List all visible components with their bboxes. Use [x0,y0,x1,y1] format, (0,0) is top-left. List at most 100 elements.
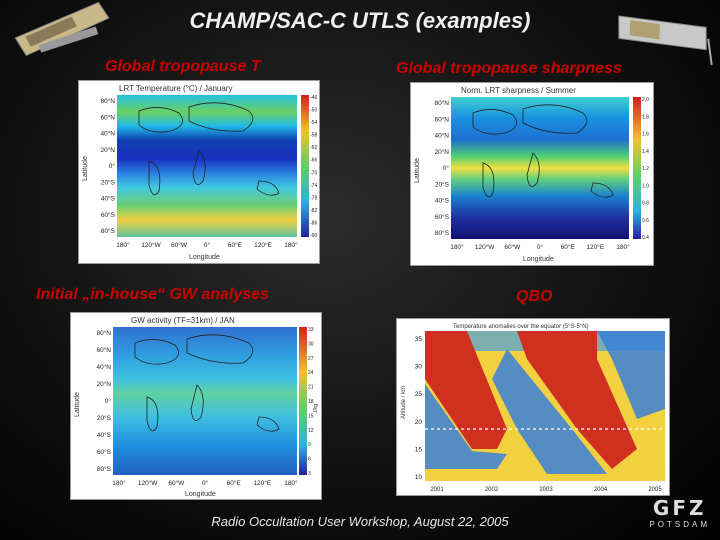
colorbar-tick-label: 9 [308,442,311,448]
y-tick-label: 60°S [97,448,112,456]
panel-label-gw-analyses: Initial „in-house“ GW analyses [36,286,269,303]
colorbar-tick-label: 3 [308,471,311,477]
x-axis-label: Longitude [523,256,554,263]
x-tick-label: 2002 [485,487,499,493]
colorbar [301,95,309,237]
colorbar-tick-label: 1.6 [642,132,649,138]
y-tick-label: 0° [443,164,450,172]
colorbar-tick-label: -54 [310,120,317,126]
y-tick-label: 40°N [434,132,449,140]
y-tick-label: 30 [415,364,423,371]
x-tick-label: 120°E [254,241,272,249]
coastline [472,104,614,198]
panel-label-tropopause-sharpness: Global tropopause sharpness [396,60,622,77]
satellite-right-icon [618,15,713,66]
y-tick-label: 10 [415,474,423,481]
x-tick-label: 0° [202,479,209,487]
x-tick-label: 0° [537,243,544,251]
x-tick-label: 60°W [168,479,185,487]
y-tick-label: 20°S [97,414,112,422]
colorbar-tick-label: 33 [308,327,314,333]
colorbar-tick-label: -62 [310,145,317,151]
colorbar-tick-label: 2.0 [642,97,649,103]
warm-anomaly [425,331,507,449]
cold-anomaly [492,349,607,474]
panel-label-qbo: QBO [516,288,553,305]
panel-label-tropopause-t: Global tropopause T [105,58,261,75]
y-tick-label: 40°S [101,195,116,203]
colorbar-tick-label: 30 [308,341,314,347]
plot-title: LRT Temperature (°C) / January [119,84,232,93]
colorbar-tick-label: -90 [310,233,317,239]
y-tick-label: 80°S [435,229,450,237]
x-axis-label: Longitude [189,254,220,261]
x-tick-label: 180° [112,479,126,487]
x-tick-label: 120°E [253,479,271,487]
x-tick-label: 60°W [504,243,521,251]
satellite-left-icon [14,2,110,57]
y-tick-label: 20°S [435,180,450,188]
y-tick-label: 20°N [96,380,111,388]
x-tick-label: 2005 [648,487,662,493]
y-tick-label: 80°N [96,329,111,337]
colorbar-tick-label: 27 [308,356,314,362]
colorbar-tick-label: -50 [310,108,317,114]
y-axis-label: Altitude / km [401,386,407,419]
cold-anomaly [425,384,507,469]
panel-gw-activity: GW activity (TF=31km) / JAN 80°N 60°N 40°N… [70,312,322,500]
colorbar-tick-label: 0.8 [642,201,649,207]
warm-anomaly [517,331,637,469]
y-tick-label: 60°S [101,211,116,219]
colorbar-tick-label: -46 [310,95,317,101]
colorbar-label: J/kg [313,404,319,413]
y-tick-label: 60°N [434,115,449,123]
x-tick-label: 120°W [475,243,495,251]
colorbar-tick-label: -58 [310,133,317,139]
colorbar-tick-label: 15 [308,413,314,419]
x-tick-label: 180° [616,243,630,251]
x-tick-label: 2001 [430,487,444,493]
colorbar-tick-label: -82 [310,208,317,214]
y-axis-label: Latitude [74,392,81,417]
x-tick-label: 2004 [594,487,608,493]
map-tropopause-temperature: LRT Temperature (°C) / January 80°N 60°N 4… [82,84,317,261]
y-tick-label: 80°N [100,97,115,105]
colorbar-tick-label: -70 [310,170,317,176]
page-title: CHAMP/SAC-C UTLS (examples) [189,8,531,33]
footer-text: Radio Occultation User Workshop, August … [211,514,509,529]
y-tick-label: 40°S [435,197,450,205]
y-tick-label: 80°N [434,99,449,107]
coastline [134,334,280,432]
plot-title: Norm. LRT sharpness / Summer [461,86,576,95]
y-tick-label: 40°S [97,431,112,439]
map-gw-activity: GW activity (TF=31km) / JAN 80°N 60°N 40°N… [74,316,319,498]
map-field [451,97,629,239]
x-tick-label: 120°W [138,479,158,487]
colorbar-tick-label: 6 [308,457,311,463]
colorbar-tick-label: 1.8 [642,114,649,120]
x-axis-label: Longitude [185,491,216,498]
panel-tropopause-sharpness: Norm. LRT sharpness / Summer 80°N 60°N 40°… [410,82,654,266]
y-tick-label: 80°S [97,465,112,473]
colorbar-tick-label: 18 [308,399,314,405]
y-tick-label: 80°S [101,227,116,235]
y-tick-label: 40°N [100,130,115,138]
y-tick-label: 40°N [96,363,111,371]
map-field [117,95,297,237]
colorbar-tick-label: 1.2 [642,166,649,172]
logo-subtitle: POTSDAM [649,520,710,529]
panel-tropopause-temperature: LRT Temperature (°C) / January 80°N 60°N 4… [78,80,320,264]
colorbar-tick-label: 0.6 [642,218,649,224]
y-tick-label: 20°S [101,178,116,186]
x-tick-label: 0° [204,241,211,249]
x-tick-label: 180° [284,241,298,249]
x-tick-label: 120°E [586,243,604,251]
x-tick-label: 60°E [561,243,576,251]
y-tick-label: 20°N [434,148,449,156]
gfz-logo: GFZ POTSDAM [649,496,710,529]
qbo-plot: Temperature anomalies over the equator (… [401,324,665,493]
x-tick-label: 120°W [141,241,161,249]
y-axis-label: Latitude [414,158,421,183]
y-tick-label: 15 [415,446,423,453]
y-tick-label: 60°S [435,213,450,221]
